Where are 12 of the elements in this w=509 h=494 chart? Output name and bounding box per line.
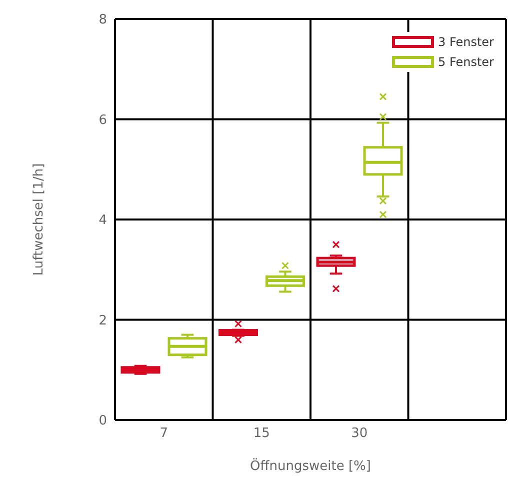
y-tick-label: 4 xyxy=(98,213,107,228)
x-tick-label: 15 xyxy=(253,426,270,442)
legend-label: 3 Fenster xyxy=(438,34,494,51)
x-tick-label: 7 xyxy=(160,426,168,442)
legend-label: 5 Fenster xyxy=(438,54,494,71)
y-tick-label: 2 xyxy=(98,313,107,328)
y-axis-title: Luftwechsel [1/h] xyxy=(32,163,47,276)
x-axis-title: Öffnungsweite [%] xyxy=(250,458,371,474)
y-tick-label: 0 xyxy=(98,414,107,429)
y-tick-label: 6 xyxy=(98,112,107,128)
y-tick-label: 8 xyxy=(98,12,107,28)
x-tick-label: 30 xyxy=(351,426,368,442)
